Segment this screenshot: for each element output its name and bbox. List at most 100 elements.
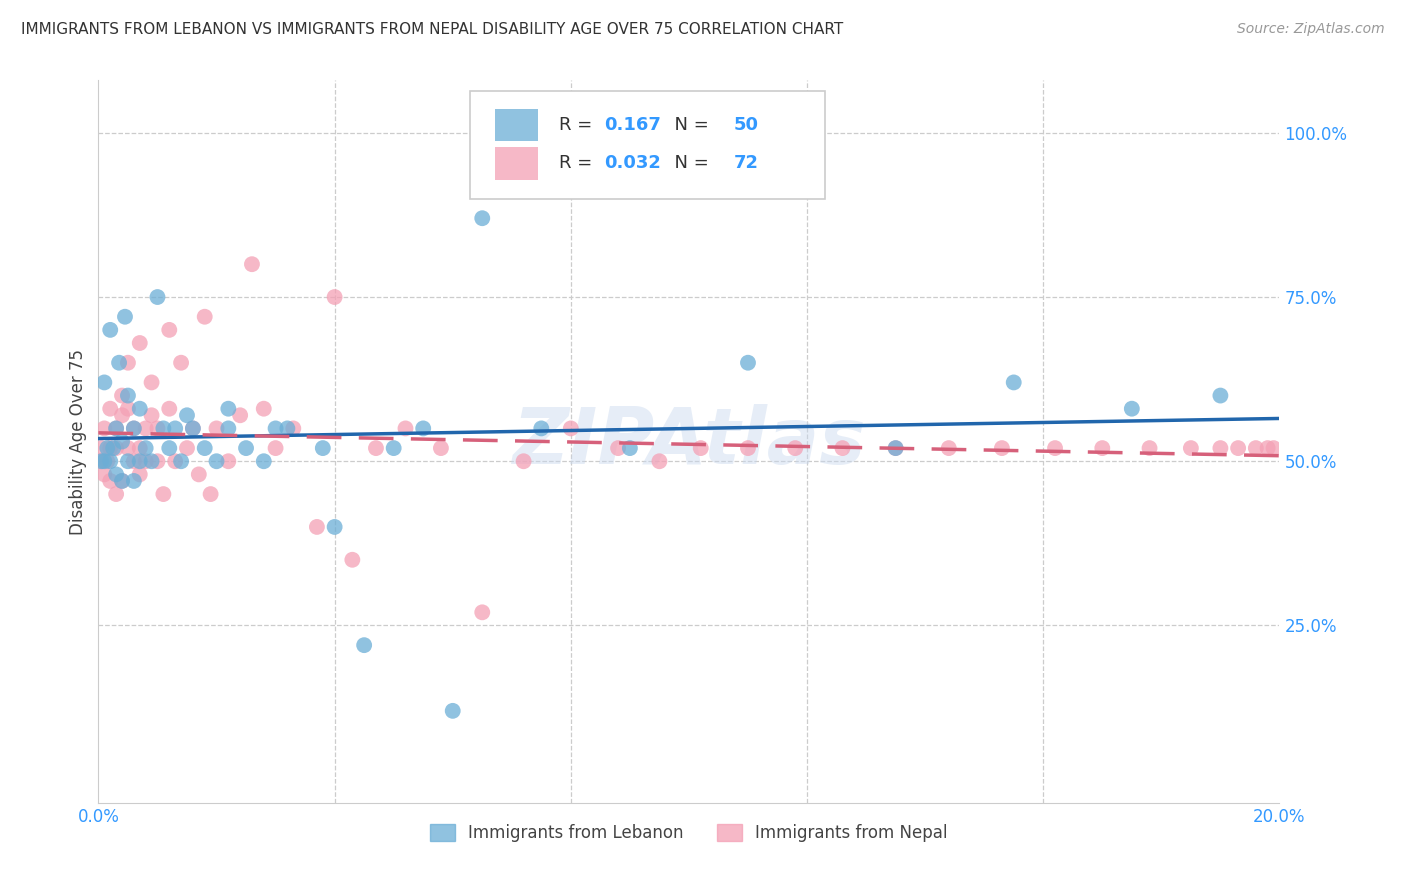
Point [283, 421, 305, 435]
Point [111, 409, 134, 423]
Point [312, 441, 335, 455]
Point [114, 310, 136, 324]
Point [165, 421, 187, 435]
FancyBboxPatch shape [471, 91, 825, 200]
Point [176, 409, 198, 423]
Point [229, 409, 252, 423]
Point [884, 441, 907, 455]
Point [98, 474, 121, 488]
Point [276, 421, 298, 435]
Text: Source: ZipAtlas.com: Source: ZipAtlas.com [1237, 22, 1385, 37]
Point [253, 401, 276, 416]
Point [96, 454, 118, 468]
Point [1043, 441, 1066, 455]
Point [105, 421, 128, 435]
Point [512, 454, 534, 468]
Point [1257, 441, 1279, 455]
Text: 72: 72 [734, 154, 759, 172]
Point [146, 421, 169, 435]
Point [105, 441, 128, 455]
FancyBboxPatch shape [495, 147, 537, 179]
Point [305, 520, 328, 534]
Point [165, 454, 187, 468]
Point [441, 704, 464, 718]
Point [111, 434, 134, 449]
Point [146, 454, 169, 468]
Text: N =: N = [664, 154, 714, 172]
Point [141, 409, 163, 423]
Point [200, 487, 222, 501]
Point [181, 421, 204, 435]
Point [831, 441, 853, 455]
Point [689, 441, 711, 455]
Point [93, 454, 115, 468]
Point [560, 421, 582, 435]
Point [111, 474, 134, 488]
Point [89, 454, 111, 468]
Point [194, 441, 217, 455]
Point [235, 441, 257, 455]
Point [737, 441, 759, 455]
Point [394, 421, 416, 435]
Point [364, 441, 387, 455]
Point [135, 441, 157, 455]
Point [170, 356, 193, 370]
Point [1244, 441, 1267, 455]
Point [128, 401, 150, 416]
Point [122, 421, 145, 435]
Point [117, 454, 139, 468]
Point [128, 467, 150, 482]
FancyBboxPatch shape [495, 109, 537, 141]
Point [342, 553, 364, 567]
Point [412, 421, 434, 435]
Point [353, 638, 375, 652]
Point [128, 336, 150, 351]
Point [737, 356, 759, 370]
Point [105, 467, 128, 482]
Point [1121, 401, 1143, 416]
Point [785, 441, 807, 455]
Point [117, 356, 139, 370]
Point [98, 323, 121, 337]
Point [117, 388, 139, 402]
Point [122, 474, 145, 488]
Point [98, 441, 121, 455]
Point [146, 290, 169, 304]
Point [382, 441, 405, 455]
Point [105, 487, 128, 501]
Point [152, 421, 174, 435]
Point [176, 441, 198, 455]
Point [938, 441, 960, 455]
Point [98, 454, 121, 468]
Text: 50: 50 [734, 116, 759, 134]
Point [607, 441, 630, 455]
Point [93, 421, 115, 435]
Text: IMMIGRANTS FROM LEBANON VS IMMIGRANTS FROM NEPAL DISABILITY AGE OVER 75 CORRELAT: IMMIGRANTS FROM LEBANON VS IMMIGRANTS FR… [21, 22, 844, 37]
Point [105, 421, 128, 435]
Point [93, 376, 115, 390]
Point [111, 388, 134, 402]
Point [170, 454, 193, 468]
Point [217, 401, 239, 416]
Point [1209, 388, 1232, 402]
Point [1139, 441, 1161, 455]
Point [122, 421, 145, 435]
Point [141, 376, 163, 390]
Point [1091, 441, 1114, 455]
Point [323, 290, 346, 304]
Point [187, 467, 209, 482]
Point [181, 421, 204, 435]
Point [1002, 376, 1025, 390]
Text: N =: N = [664, 116, 714, 134]
Point [128, 454, 150, 468]
Text: ZIPAtlas: ZIPAtlas [512, 403, 866, 480]
Point [108, 356, 131, 370]
Point [1180, 441, 1202, 455]
Point [253, 454, 276, 468]
Point [217, 454, 239, 468]
Legend: Immigrants from Lebanon, Immigrants from Nepal: Immigrants from Lebanon, Immigrants from… [423, 817, 955, 848]
Point [152, 487, 174, 501]
Point [122, 454, 145, 468]
Point [264, 421, 287, 435]
Point [111, 474, 134, 488]
